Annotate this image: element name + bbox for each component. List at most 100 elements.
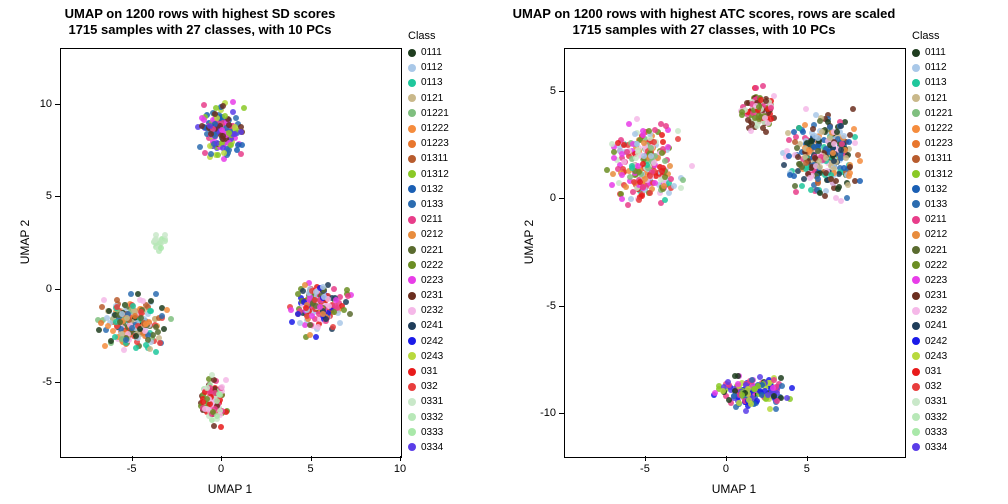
legend-label: 0231 — [925, 290, 947, 301]
scatter-point — [803, 106, 809, 112]
legend-label: 01223 — [421, 138, 449, 149]
scatter-point — [770, 385, 776, 391]
legend-label: 0212 — [421, 229, 443, 240]
plot-area — [60, 48, 402, 458]
scatter-point — [129, 325, 135, 331]
legend-item: 0133 — [912, 197, 953, 212]
legend-item: 01222 — [912, 121, 953, 136]
legend-swatch — [912, 216, 920, 224]
legend-swatch — [408, 383, 416, 391]
scatter-point — [164, 307, 170, 313]
scatter-point — [234, 147, 240, 153]
scatter-point — [219, 127, 225, 133]
scatter-point — [749, 377, 755, 383]
scatter-point — [767, 406, 773, 412]
scatter-point — [611, 155, 617, 161]
legend-item: 01312 — [408, 167, 449, 182]
x-tick-label: -5 — [640, 463, 650, 475]
legend-item: 0242 — [912, 334, 953, 349]
legend-label: 0121 — [925, 93, 947, 104]
legend-swatch — [408, 322, 416, 330]
scatter-point — [659, 150, 665, 156]
legend-label: 0231 — [421, 290, 443, 301]
scatter-point — [838, 123, 844, 129]
legend-swatch — [912, 231, 920, 239]
scatter-point — [812, 155, 818, 161]
scatter-point — [347, 311, 353, 317]
legend-label: 0211 — [925, 214, 947, 225]
legend-label: 0243 — [925, 351, 947, 362]
scatter-point — [121, 347, 127, 353]
scatter-point — [159, 313, 165, 319]
legend-label: 0223 — [925, 275, 947, 286]
scatter-point — [330, 324, 336, 330]
scatter-point — [841, 165, 847, 171]
scatter-point — [633, 155, 639, 161]
scatter-point — [720, 388, 726, 394]
scatter-point — [784, 395, 790, 401]
scatter-point — [817, 190, 823, 196]
scatter-point — [119, 311, 125, 317]
scatter-point — [230, 109, 236, 115]
scatter-point — [760, 125, 766, 131]
y-tick-label: 10 — [30, 98, 52, 110]
legend-label: 0334 — [421, 442, 443, 453]
y-tick-label: 5 — [534, 85, 556, 97]
scatter-point — [791, 129, 797, 135]
legend-label: 0223 — [421, 275, 443, 286]
x-tick-label: 0 — [218, 463, 224, 475]
scatter-point — [799, 183, 805, 189]
scatter-point — [760, 83, 766, 89]
legend-label: 0121 — [421, 93, 443, 104]
scatter-point — [233, 115, 239, 121]
x-tick-label: -5 — [127, 463, 137, 475]
scatter-point — [660, 139, 666, 145]
scatter-point — [795, 154, 801, 160]
legend-swatch — [408, 109, 416, 117]
scatter-point — [621, 159, 627, 165]
scatter-point — [652, 180, 658, 186]
scatter-point — [161, 326, 167, 332]
legend-swatch — [408, 64, 416, 72]
legend-swatch — [408, 155, 416, 163]
scatter-point — [147, 346, 153, 352]
legend-label: 0211 — [421, 214, 443, 225]
scatter-point — [668, 176, 674, 182]
y-tick-label: -10 — [534, 407, 556, 419]
y-tick-label: 0 — [30, 283, 52, 295]
legend-swatch — [912, 352, 920, 360]
legend-swatch — [912, 383, 920, 391]
scatter-point — [802, 154, 808, 160]
scatter-point — [640, 184, 646, 190]
legend-label: 0333 — [421, 427, 443, 438]
scatter-point — [810, 126, 816, 132]
scatter-point — [627, 174, 633, 180]
scatter-point — [153, 349, 159, 355]
scatter-point — [817, 118, 823, 124]
scatter-point — [680, 177, 686, 183]
legend-item: 0332 — [912, 410, 953, 425]
legend-swatch — [912, 337, 920, 345]
scatter-point — [214, 398, 220, 404]
legend-label: 0232 — [421, 305, 443, 316]
scatter-point — [326, 303, 332, 309]
legend-swatch — [408, 292, 416, 300]
y-axis-label: UMAP 2 — [18, 202, 32, 282]
legend-swatch — [912, 49, 920, 57]
scatter-point — [634, 116, 640, 122]
scatter-point — [850, 106, 856, 112]
legend-item: 0211 — [408, 212, 449, 227]
scatter-point — [651, 139, 657, 145]
legend-item: 031 — [912, 364, 953, 379]
scatter-point — [735, 381, 741, 387]
legend-item: 0112 — [912, 60, 953, 75]
scatter-point — [648, 145, 654, 151]
scatter-point — [773, 406, 779, 412]
scatter-point — [133, 333, 139, 339]
scatter-point — [752, 115, 758, 121]
legend-label: 01311 — [421, 153, 448, 164]
legend-label: 0331 — [925, 396, 947, 407]
legend-item: 0113 — [408, 75, 449, 90]
scatter-point — [743, 408, 749, 414]
scatter-point — [806, 147, 812, 153]
